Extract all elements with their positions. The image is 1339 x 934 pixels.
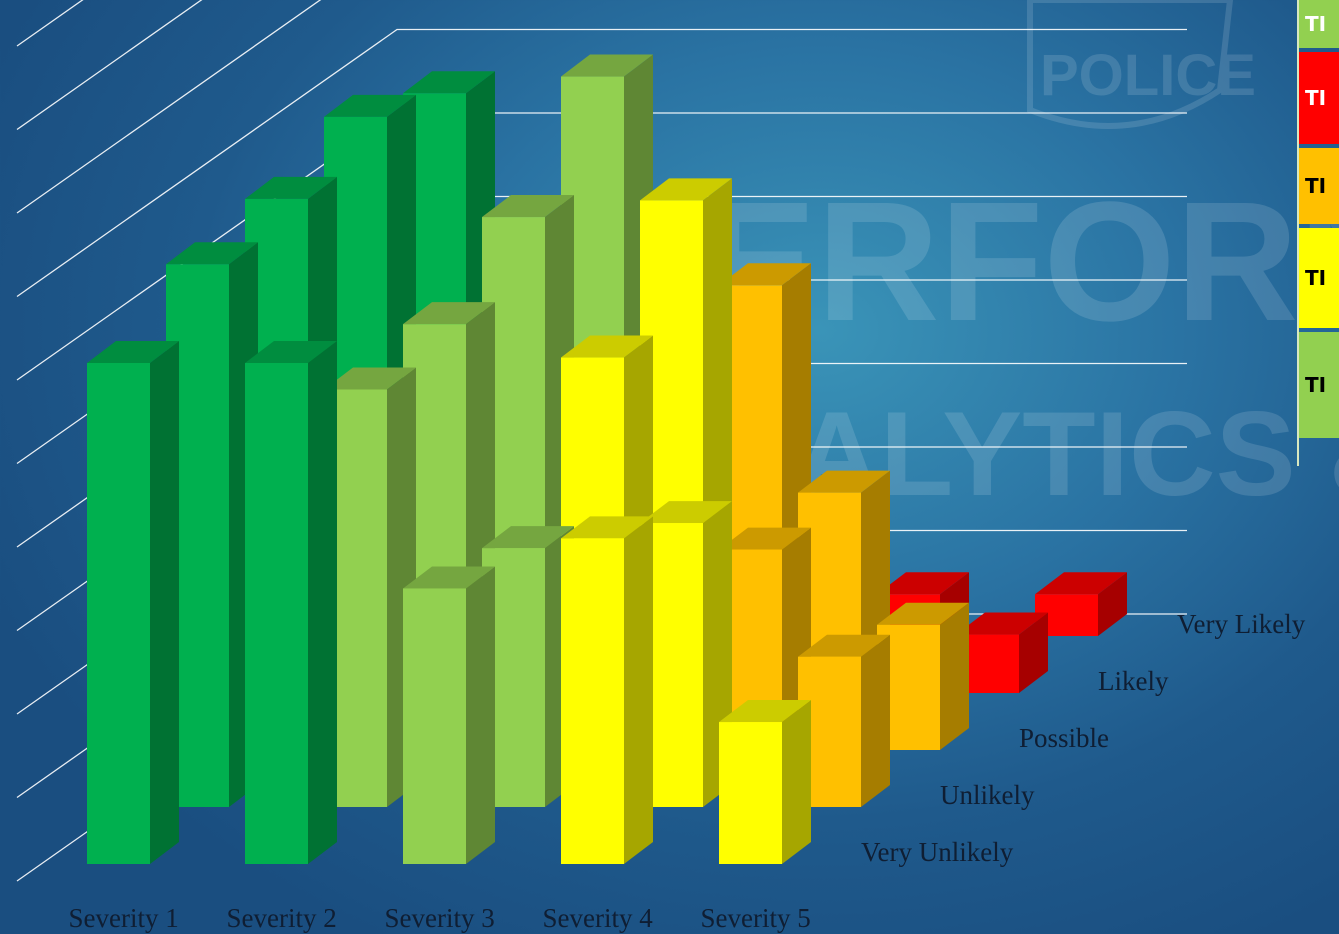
x-tick-label: Severity 5 [701, 903, 811, 933]
legend: TI TI TI TI TI [1297, 0, 1339, 466]
legend-item: TI [1299, 0, 1339, 48]
depth-tick-label: Likely [1098, 666, 1169, 696]
bar-top [166, 242, 258, 265]
bar-top [482, 195, 574, 218]
bar-side [308, 341, 337, 864]
bar [798, 634, 890, 807]
bar-front [719, 722, 782, 864]
legend-item: TI [1299, 148, 1339, 224]
bar-side [466, 566, 495, 864]
bar-front [245, 363, 308, 864]
bar-top [561, 516, 653, 539]
bar [166, 242, 258, 807]
bar-top [956, 612, 1048, 635]
bar-top [324, 367, 416, 390]
bar-front [87, 363, 150, 864]
bar [877, 602, 969, 750]
bar [245, 341, 337, 864]
bar [561, 516, 653, 864]
bar-top [561, 54, 653, 77]
gridline [16, 0, 322, 214]
bar-top [482, 526, 574, 549]
bars [87, 54, 1127, 864]
x-tick-label: Severity 1 [69, 903, 179, 933]
depth-tick-label: Unlikely [940, 780, 1035, 810]
depth-tick-label: Very Likely [1177, 609, 1306, 639]
bar-top [245, 341, 337, 363]
gridline [16, 0, 203, 131]
gridline [16, 28, 1187, 298]
bar [956, 612, 1048, 693]
bar-top [245, 176, 337, 199]
bar [640, 501, 732, 807]
bar-top [719, 263, 811, 286]
bar-side [782, 700, 811, 864]
bar-top [640, 178, 732, 201]
depth-axis-labels: Very Unlikely Unlikely Possible Likely Very … [861, 609, 1306, 867]
depth-tick-label: Possible [1019, 723, 1109, 753]
bar [719, 700, 811, 864]
bar-top [403, 71, 495, 94]
x-axis-labels: Severity 1 Severity 2 Severity 3 Severity 4… [69, 903, 811, 933]
bar-top [719, 527, 811, 550]
bar [403, 566, 495, 864]
bar-top [403, 302, 495, 325]
legend-item: TI [1299, 228, 1339, 328]
bar-side [940, 602, 969, 750]
bar-top [87, 341, 179, 363]
bar-top [798, 634, 890, 657]
bar-top [561, 335, 653, 358]
bar-top [877, 602, 969, 625]
legend-item: TI [1299, 52, 1339, 144]
bar-front [561, 538, 624, 864]
legend-item: TI [1299, 332, 1339, 438]
bar-side [861, 634, 890, 807]
depth-tick-label: Very Unlikely [861, 837, 1014, 867]
watermark-badge: POLICE [1040, 43, 1256, 108]
bar-top [403, 566, 495, 589]
bar-side [150, 341, 179, 864]
x-tick-label: Severity 4 [543, 903, 654, 933]
bar-top [324, 94, 416, 117]
bar-top [640, 501, 732, 524]
bar-top [877, 572, 969, 595]
bar-top [1035, 572, 1127, 595]
x-tick-label: Severity 2 [227, 903, 337, 933]
bar [87, 341, 179, 864]
bar-side [624, 516, 653, 864]
bar-front [403, 588, 466, 864]
bar-top [719, 700, 811, 723]
bar-side [1019, 612, 1048, 693]
x-tick-label: Severity 3 [385, 903, 495, 933]
bar [1035, 572, 1127, 636]
bar-side [1098, 572, 1127, 636]
bar [324, 367, 416, 807]
bar-top [798, 470, 890, 493]
bar [482, 526, 574, 807]
